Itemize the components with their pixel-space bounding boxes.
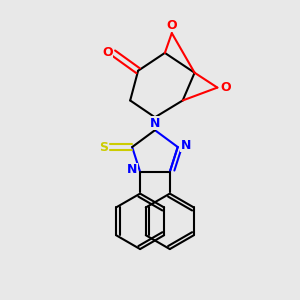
Text: N: N <box>127 163 137 176</box>
Text: O: O <box>220 81 231 94</box>
Text: S: S <box>99 140 108 154</box>
Text: O: O <box>167 19 177 32</box>
Text: N: N <box>150 117 160 130</box>
Text: N: N <box>181 139 191 152</box>
Text: O: O <box>102 46 113 59</box>
